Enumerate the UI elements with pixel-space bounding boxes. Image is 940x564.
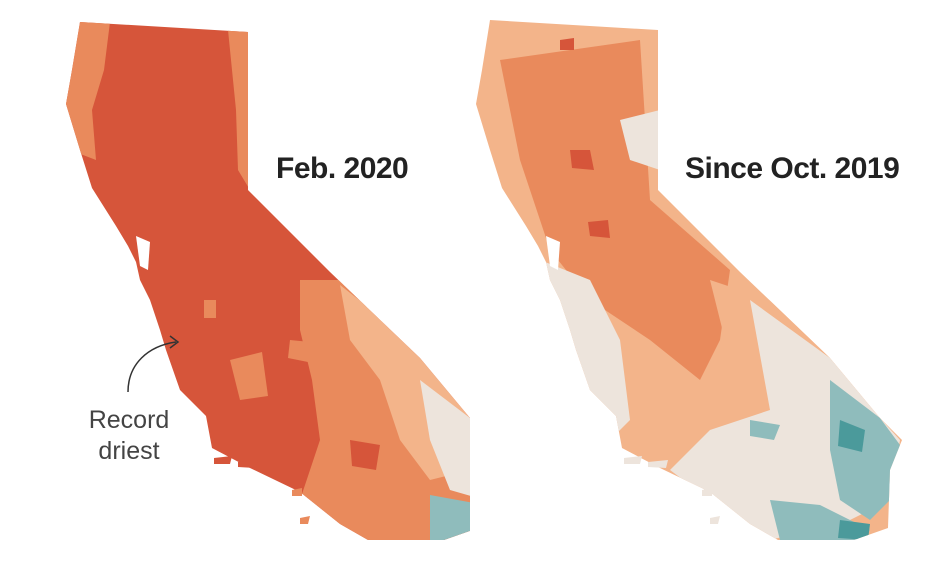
wet-region <box>750 420 780 440</box>
annotation-line-1: Record <box>88 406 170 434</box>
record-driest-region <box>588 220 610 238</box>
near-normal-region <box>420 380 470 500</box>
annotation-arrowhead <box>169 335 180 349</box>
record-driest-region <box>570 150 594 170</box>
channel-island <box>238 460 258 468</box>
annotation-line-2: driest <box>98 437 160 465</box>
very-dry-region <box>288 340 310 362</box>
very-dry-region <box>228 30 252 190</box>
california-precipitation-map-since-oct-2019 <box>476 20 902 540</box>
very-dry-region <box>500 40 730 380</box>
near-normal-region <box>540 260 630 440</box>
map-title-feb-2020: Feb. 2020 <box>276 152 409 185</box>
very-wet-region <box>838 520 870 540</box>
channel-island <box>300 516 310 524</box>
near-normal-region <box>620 110 660 170</box>
annotation-arrow <box>127 341 177 393</box>
wet-region <box>430 495 470 540</box>
very-dry-region <box>204 300 216 318</box>
channel-island <box>214 456 232 464</box>
very-wet-region <box>838 420 865 452</box>
channel-island <box>648 460 668 468</box>
map-title-since-oct-2019: Since Oct. 2019 <box>685 152 900 185</box>
very-dry-region <box>230 352 268 400</box>
map-feb-2020: Feb. 2020 Record driest <box>66 22 470 540</box>
channel-island <box>702 488 712 496</box>
san-francisco-bay <box>546 236 560 270</box>
record-driest-region <box>560 38 574 50</box>
wet-region <box>830 380 900 520</box>
channel-island <box>710 516 720 524</box>
channel-island <box>292 488 302 496</box>
san-francisco-bay <box>136 236 150 270</box>
map-since-oct-2019: Since Oct. 2019 <box>470 0 940 564</box>
channel-island <box>624 456 642 464</box>
record-driest-annotation: Record driest <box>74 405 184 467</box>
record-driest-region <box>350 440 380 470</box>
california-precipitation-map-feb-2020 <box>66 22 470 540</box>
